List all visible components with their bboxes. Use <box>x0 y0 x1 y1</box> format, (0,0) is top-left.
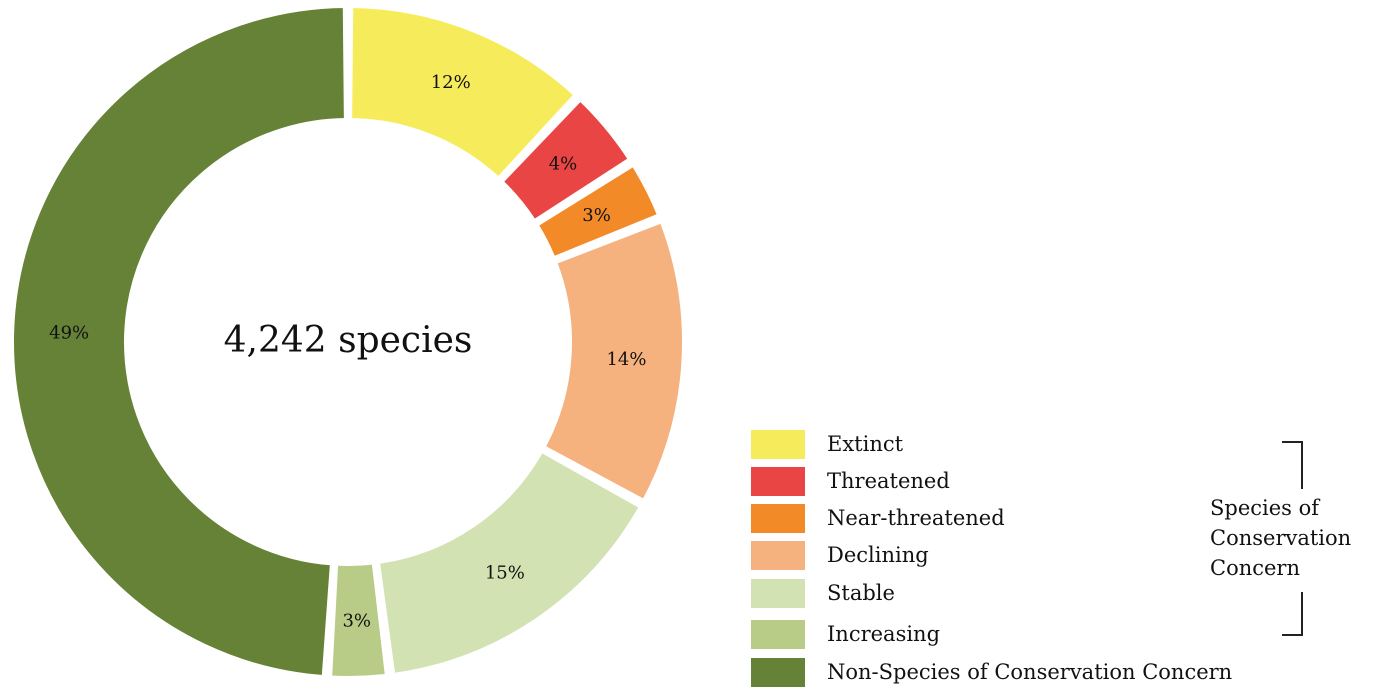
legend-bracket <box>1282 441 1303 636</box>
bracket-label: Species of Conservation Concern <box>1210 496 1352 580</box>
legend-swatch-increasing <box>751 620 805 649</box>
donut-chart: 12% 4% 3% 14% 15% 3% 49% <box>10 3 686 680</box>
legend-label-stable: Stable <box>827 581 895 605</box>
data-label-declining: 14% <box>606 349 646 370</box>
legend-label-near-threatened: Near-threatened <box>827 506 1005 530</box>
slice-stable <box>375 448 644 678</box>
legend-item-threatened: Threatened <box>751 467 1291 496</box>
data-label-extinct: 12% <box>431 72 471 93</box>
slice-non-concern <box>10 3 348 680</box>
center-total-label: 4,242 species <box>223 320 473 361</box>
legend-item-increasing: Increasing <box>751 620 1291 649</box>
legend-label-declining: Declining <box>827 543 929 567</box>
slice-declining <box>540 218 686 504</box>
slice-increasing <box>328 560 390 680</box>
legend-label-extinct: Extinct <box>827 432 904 456</box>
legend-item-near-threatened: Near-threatened <box>751 504 1291 533</box>
data-label-threatened: 4% <box>549 154 578 175</box>
data-label-near-threatened: 3% <box>582 205 611 226</box>
legend-swatch-declining <box>751 541 805 570</box>
legend-swatch-non-concern <box>751 658 805 687</box>
legend-item-non-concern: Non-Species of Conservation Concern <box>751 658 1291 687</box>
slice-extinct <box>348 3 579 182</box>
legend-swatch-threatened <box>751 467 805 496</box>
legend-label-increasing: Increasing <box>827 622 941 646</box>
legend-swatch-stable <box>751 579 805 608</box>
legend-label-threatened: Threatened <box>827 469 950 493</box>
legend-swatch-extinct <box>751 430 805 459</box>
legend-swatch-near-threatened <box>751 504 805 533</box>
data-label-stable: 15% <box>485 562 525 583</box>
data-label-non-concern: 49% <box>49 323 89 344</box>
legend-item-extinct: Extinct <box>751 430 1291 459</box>
legend-item-declining: Declining <box>751 541 1291 570</box>
legend-label-non-concern: Non-Species of Conservation Concern <box>827 660 1233 684</box>
data-label-increasing: 3% <box>342 610 371 631</box>
legend-item-stable: Stable <box>751 579 1291 608</box>
slice-threatened <box>498 96 633 225</box>
slice-near-threatened <box>533 161 662 261</box>
